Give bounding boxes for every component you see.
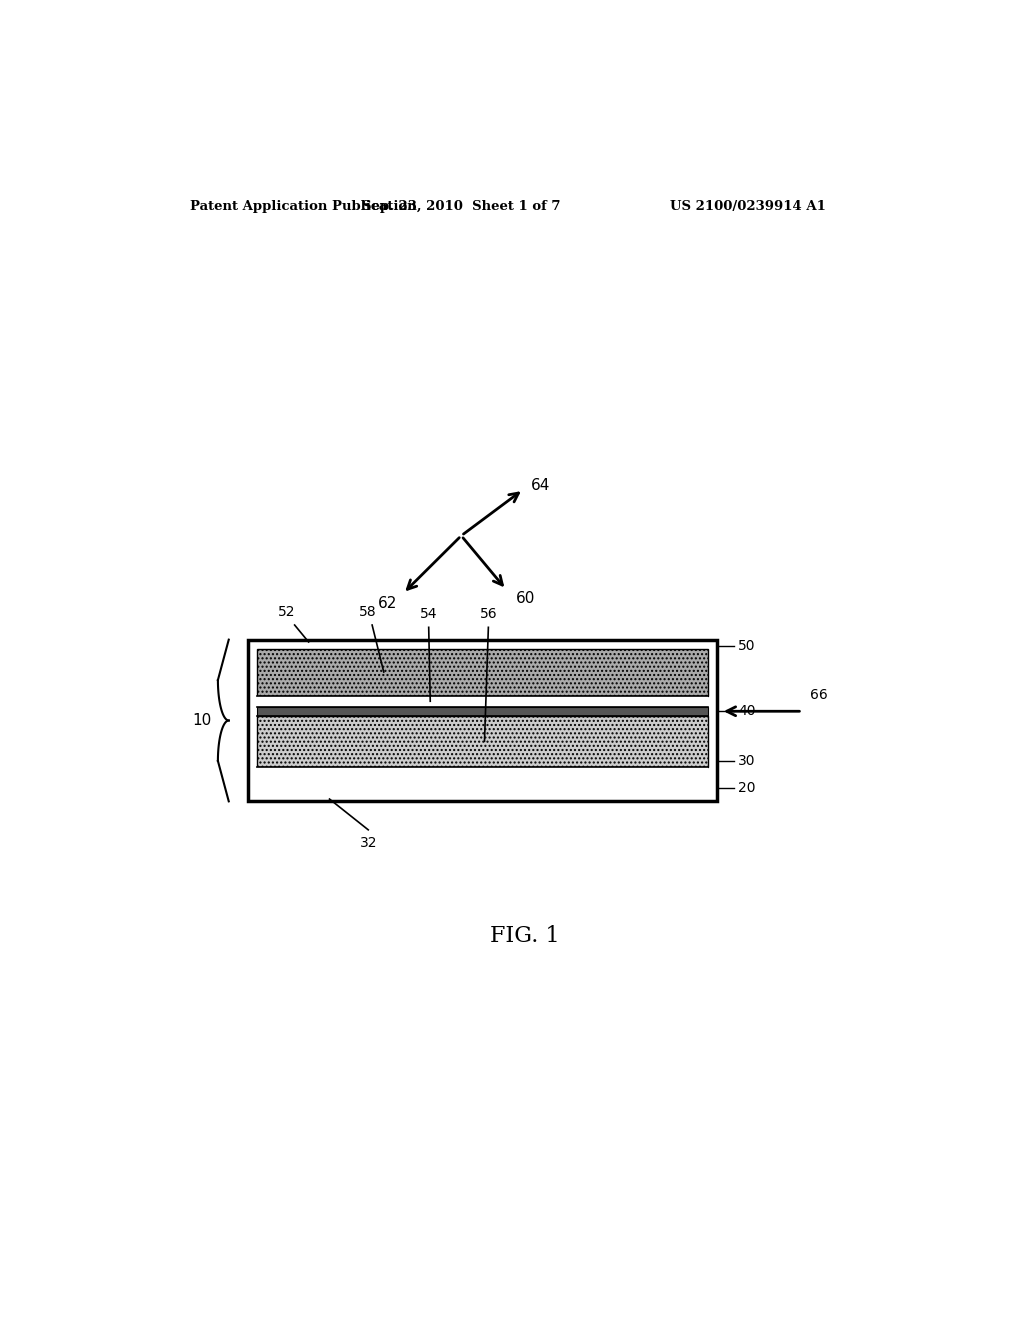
Bar — [248, 640, 717, 801]
Bar — [257, 715, 708, 767]
Text: US 2100/0239914 A1: US 2100/0239914 A1 — [671, 199, 826, 213]
Text: 56: 56 — [479, 607, 498, 622]
Text: FIG. 1: FIG. 1 — [490, 925, 559, 948]
Text: 62: 62 — [378, 595, 397, 611]
Text: 32: 32 — [359, 836, 377, 850]
Text: 20: 20 — [738, 781, 756, 795]
Text: 52: 52 — [279, 605, 296, 619]
Text: 10: 10 — [193, 713, 212, 729]
Text: 60: 60 — [515, 591, 535, 606]
Text: 64: 64 — [531, 478, 550, 494]
Text: Patent Application Publication: Patent Application Publication — [190, 199, 417, 213]
Bar — [257, 706, 708, 715]
Bar — [257, 649, 708, 696]
Text: 54: 54 — [420, 607, 437, 622]
Text: 30: 30 — [738, 754, 756, 767]
Text: 66: 66 — [810, 688, 827, 702]
Bar — [257, 767, 708, 792]
Text: 58: 58 — [359, 605, 377, 619]
Text: 40: 40 — [738, 705, 756, 718]
Text: Sep. 23, 2010  Sheet 1 of 7: Sep. 23, 2010 Sheet 1 of 7 — [362, 199, 560, 213]
Text: 50: 50 — [738, 639, 756, 653]
Bar — [257, 696, 708, 706]
